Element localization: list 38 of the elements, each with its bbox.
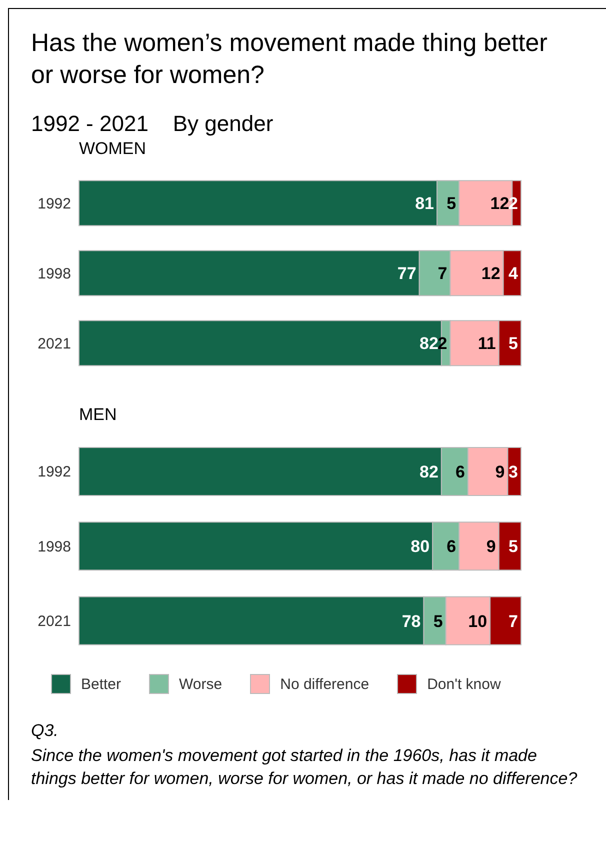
y-tick-label: 2021	[38, 335, 71, 352]
data-label: 12	[481, 264, 500, 284]
data-label: 82	[420, 462, 438, 482]
legend-label: Better	[80, 674, 122, 694]
chart-title: Has the women’s movement made thing better or worse for women?	[31, 28, 548, 91]
y-tick-label: 1992	[38, 195, 71, 212]
text: Since the women's movement got started in the 1960s, has it made things better for women, worse for women, or has it made no difference?	[31, 745, 578, 790]
legend-label: Worse	[178, 674, 222, 694]
data-label: 82	[420, 334, 438, 354]
text: Q3.	[31, 720, 60, 742]
y-axis-title: MEN	[79, 405, 118, 425]
data-label: 11	[478, 334, 496, 354]
data-label: 12	[490, 194, 510, 214]
data-label: 10	[468, 612, 488, 631]
data-label: 5	[508, 537, 518, 556]
data-label: 77	[397, 264, 416, 284]
chart-subtitle: 1992 - 2021 By gender	[31, 111, 274, 137]
data-label: 80	[410, 537, 430, 556]
data-label: 5	[508, 334, 518, 354]
data-label: 3	[508, 462, 518, 482]
y-tick-label: 1992	[38, 464, 71, 481]
y-tick-label: 1998	[38, 538, 71, 556]
legend-label: No difference	[279, 674, 370, 694]
data-label: 6	[446, 537, 456, 556]
data-label: 81	[415, 194, 434, 214]
y-axis-title: WOMEN	[79, 139, 148, 159]
y-tick-label: 2021	[38, 612, 71, 630]
data-label: 9	[495, 462, 505, 482]
data-label: 6	[455, 462, 465, 482]
y-tick-label: 1998	[38, 265, 71, 282]
data-label: 4	[508, 264, 519, 284]
data-label: 7	[438, 264, 448, 284]
data-label: 5	[433, 612, 443, 631]
data-label: 78	[402, 612, 421, 631]
legend-label: Don't know	[426, 674, 501, 694]
data-label: 5	[446, 194, 456, 214]
data-label: 7	[508, 612, 518, 631]
data-label: 9	[486, 537, 496, 556]
